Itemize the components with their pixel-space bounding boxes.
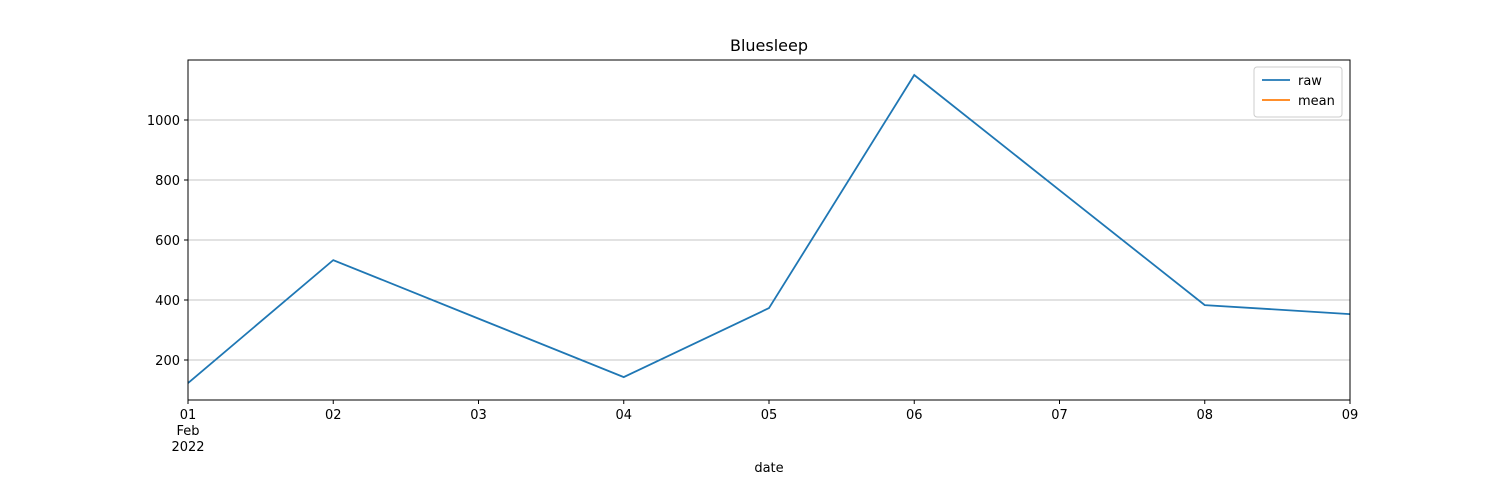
x-tick-label: 05: [761, 408, 778, 423]
x-tick-label-line: Feb: [176, 424, 199, 439]
y-tick-label: 600: [155, 234, 180, 249]
legend-label: mean: [1298, 94, 1335, 109]
plot-frame: [187, 59, 1351, 401]
x-tick-label: 06: [906, 408, 923, 423]
x-axis-label: date: [754, 461, 783, 476]
x-tick-label-line: 01: [180, 408, 197, 423]
x-tick-label: 09: [1342, 408, 1359, 423]
chart-title: Bluesleep: [730, 36, 808, 55]
x-tick-label-line: 2022: [171, 440, 204, 455]
x-tick-label: 08: [1196, 408, 1213, 423]
x-tick-label: 04: [615, 408, 632, 423]
y-tick-label: 200: [155, 354, 180, 369]
y-tick-label: 1000: [147, 114, 180, 129]
legend-label: raw: [1298, 74, 1322, 89]
x-tick-label: 03: [470, 408, 487, 423]
y-tick-label: 800: [155, 174, 180, 189]
x-tick-label: 07: [1051, 408, 1068, 423]
line-series: [187, 73, 1351, 384]
x-tick-label: 02: [325, 408, 342, 423]
y-tick-label: 400: [155, 294, 180, 309]
x-tick-label: 01 Feb 2022: [171, 408, 204, 455]
